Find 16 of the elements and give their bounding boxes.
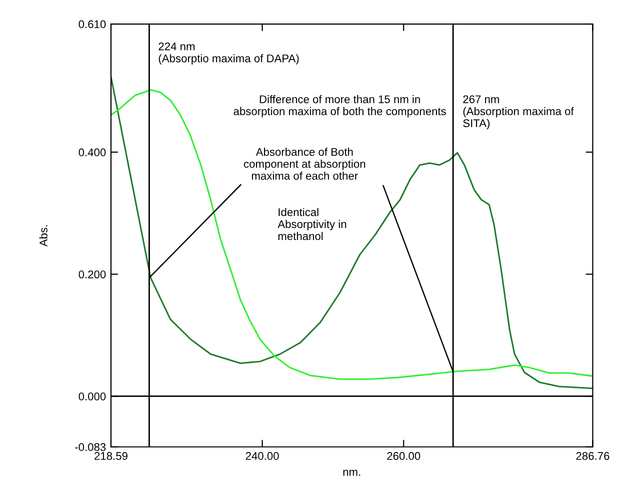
ref-line-label: 267 nm (Absorption maxima of SITA) bbox=[463, 95, 574, 130]
y-tick-label: 0.400 bbox=[78, 148, 106, 156]
annotation: Identical Absorptivity in methanol bbox=[278, 208, 346, 240]
annotation: Difference of more than 15 nm in absorption maxima of both the components bbox=[234, 95, 446, 118]
x-axis-title: nm. bbox=[343, 470, 360, 476]
y-tick-label: 0.610 bbox=[78, 20, 106, 28]
x-tick-label: 240.00 bbox=[246, 452, 279, 460]
y-tick-label: -0.083 bbox=[75, 443, 106, 452]
annotation: Absorbance of Both component at absorption maxima of each other bbox=[244, 148, 366, 180]
y-tick-label: 0.200 bbox=[78, 270, 106, 278]
ref-line-label: 224 nm (Absorptio maxima of DAPA) bbox=[158, 42, 299, 65]
x-tick-label: 286.76 bbox=[576, 452, 610, 460]
y-tick-label: 0.000 bbox=[78, 392, 106, 400]
y-axis-title: Abs. bbox=[39, 225, 48, 247]
x-tick-label: 260.00 bbox=[387, 452, 420, 460]
x-tick-label: 218.59 bbox=[94, 452, 128, 460]
